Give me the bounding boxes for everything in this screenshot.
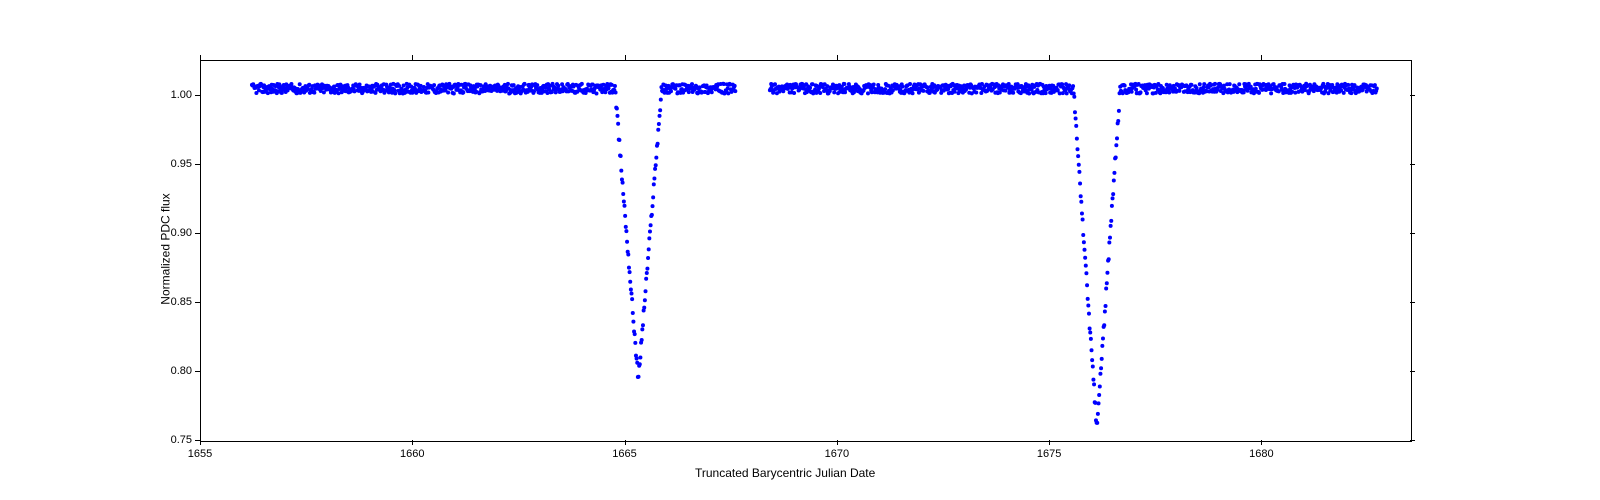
y-tick-mark <box>1410 164 1415 165</box>
plot-area <box>200 60 1412 442</box>
y-tick-mark <box>195 164 200 165</box>
y-tick-mark <box>1410 302 1415 303</box>
x-tick-label: 1680 <box>1249 448 1273 460</box>
scatter-data-layer <box>201 61 1411 441</box>
y-tick-mark <box>195 371 200 372</box>
x-tick-mark <box>1261 440 1262 445</box>
y-tick-mark <box>1410 371 1415 372</box>
y-tick-mark <box>195 95 200 96</box>
y-tick-mark <box>1410 233 1415 234</box>
x-tick-mark <box>412 55 413 60</box>
light-curve-figure: Truncated Barycentric Julian Date Normal… <box>0 0 1600 500</box>
x-axis-label: Truncated Barycentric Julian Date <box>695 466 875 480</box>
x-tick-label: 1655 <box>188 448 212 460</box>
x-tick-mark <box>1049 440 1050 445</box>
x-tick-label: 1665 <box>612 448 636 460</box>
y-tick-mark <box>195 440 200 441</box>
y-tick-label: 0.95 <box>160 158 192 170</box>
x-tick-mark <box>1049 55 1050 60</box>
y-tick-mark <box>195 233 200 234</box>
x-tick-mark <box>412 440 413 445</box>
x-tick-mark <box>837 55 838 60</box>
x-tick-mark <box>625 440 626 445</box>
y-tick-label: 0.80 <box>160 365 192 377</box>
x-tick-label: 1675 <box>1037 448 1061 460</box>
y-tick-mark <box>195 302 200 303</box>
y-tick-label: 0.85 <box>160 296 192 308</box>
x-tick-mark <box>625 55 626 60</box>
x-tick-mark <box>1261 55 1262 60</box>
y-tick-label: 1.00 <box>160 89 192 101</box>
x-tick-mark <box>837 440 838 445</box>
x-tick-label: 1660 <box>400 448 424 460</box>
y-tick-label: 0.75 <box>160 434 192 446</box>
x-tick-mark <box>200 440 201 445</box>
x-tick-label: 1670 <box>825 448 849 460</box>
y-axis-label: Normalized PDC flux <box>159 193 173 304</box>
y-tick-mark <box>1410 440 1415 441</box>
y-tick-label: 0.90 <box>160 227 192 239</box>
y-tick-mark <box>1410 95 1415 96</box>
x-tick-mark <box>200 55 201 60</box>
